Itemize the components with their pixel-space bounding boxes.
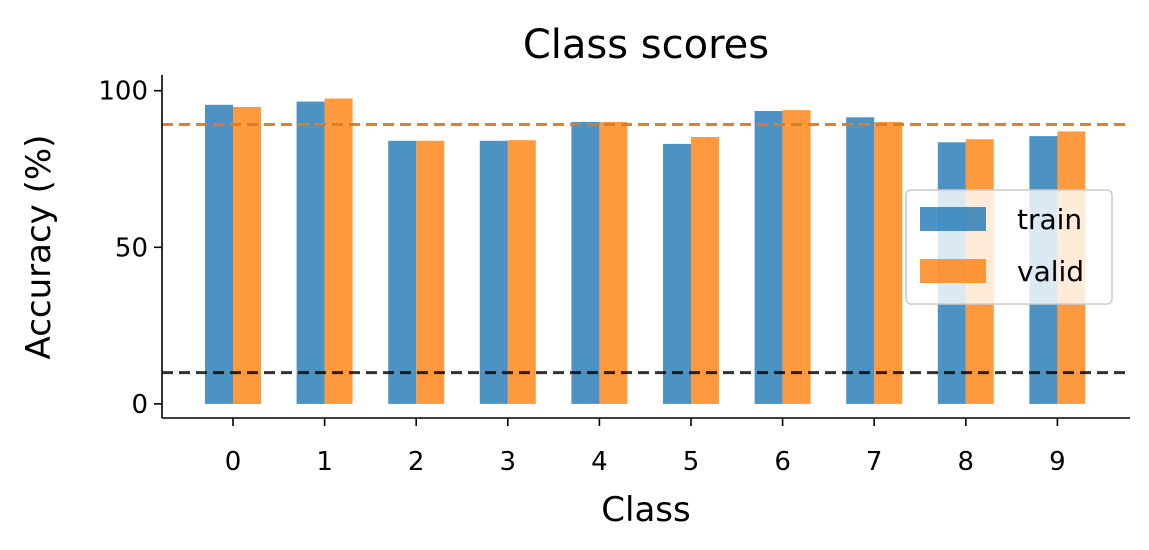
reference-lines [162,123,1130,375]
legend-label-valid: valid [1017,255,1084,288]
y-tick-label: 50 [115,233,148,263]
x-tick-label: 9 [1049,447,1066,477]
bar-valid-1 [324,98,353,404]
legend-label-train: train [1017,203,1082,236]
bar-train-2 [388,140,417,404]
x-tick-label: 0 [225,447,242,477]
x-tick-label: 6 [774,447,791,477]
x-tick-label: 5 [683,447,700,477]
legend-swatch-train [920,207,986,231]
legend: train valid [905,189,1113,305]
bar-valid-5 [691,137,719,404]
y-tick-label: 0 [131,390,148,420]
x-tick-label: 4 [591,447,608,477]
bar-train-6 [754,111,783,404]
bar-valid-0 [233,107,261,404]
chart-title: Class scores [523,22,769,68]
y-tick-label: 100 [98,77,148,107]
bars-layer [205,98,1086,404]
bar-valid-6 [782,110,811,404]
x-tick-label: 7 [866,447,883,477]
x-tick-label: 2 [408,447,425,477]
y-axis-title: Accuracy (%) [19,135,59,360]
x-tick-label: 8 [958,447,975,477]
y-ticks: 0 50 100 [98,77,162,420]
bar-train-3 [479,140,508,404]
x-axis-title: Class [601,490,690,530]
plot-area: 0 1 2 3 4 5 6 7 8 9 0 50 100 [98,75,1130,477]
bar-train-4 [571,122,600,404]
x-ticks: 0 1 2 3 4 5 6 7 8 9 [225,418,1066,477]
bar-train-7 [846,117,875,404]
bar-valid-3 [507,140,536,404]
x-tick-label: 1 [316,447,333,477]
bar-valid-2 [416,140,445,404]
bar-valid-7 [874,122,903,404]
legend-swatch-valid [920,259,986,283]
bar-valid-4 [599,122,628,404]
bar-train-1 [296,101,325,404]
bar-train-0 [205,104,233,404]
bar-train-5 [663,143,691,404]
x-tick-label: 3 [500,447,517,477]
